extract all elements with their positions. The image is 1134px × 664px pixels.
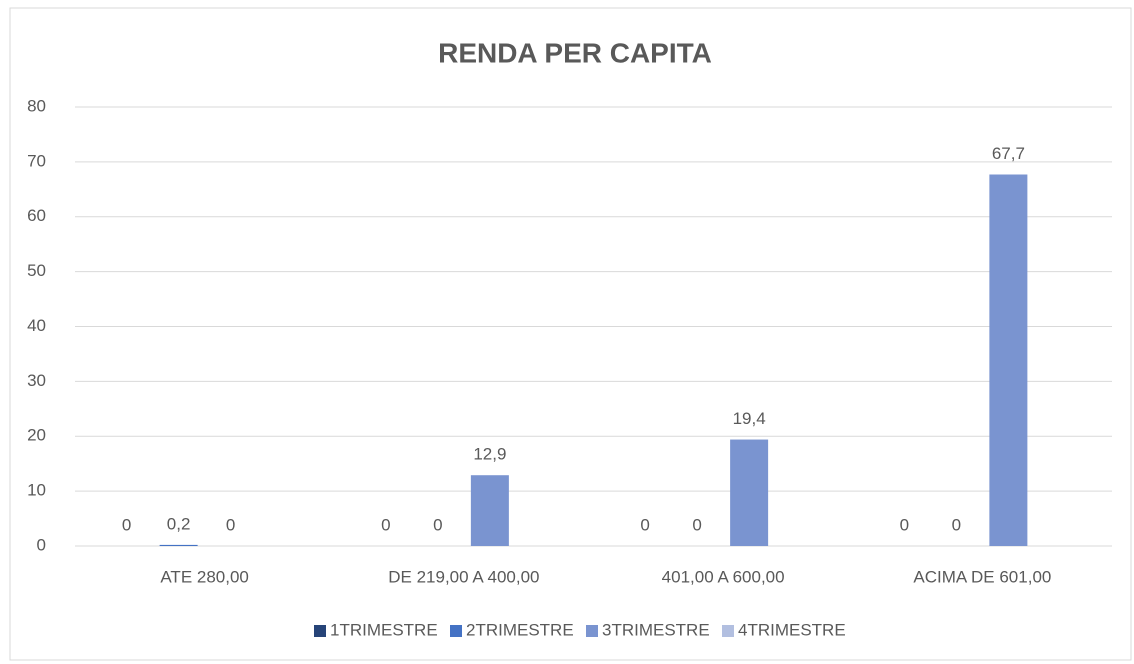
bar: [989, 174, 1028, 546]
bar: [159, 544, 198, 546]
data-label: 0: [952, 515, 961, 534]
data-label: 0: [900, 515, 909, 534]
y-tick-label: 70: [27, 151, 46, 170]
bar: [470, 475, 509, 546]
legend-swatch: [586, 625, 598, 637]
legend-swatch: [722, 625, 734, 637]
y-tick-label: 60: [27, 206, 46, 225]
legend-label: 3TRIMESTRE: [602, 620, 710, 639]
y-tick-label: 10: [27, 481, 46, 500]
bar: [730, 439, 769, 546]
legend-label: 2TRIMESTRE: [466, 620, 574, 639]
data-label: 0: [381, 515, 390, 534]
y-tick-label: 0: [37, 535, 46, 554]
legend-swatch: [450, 625, 462, 637]
chart-border: [9, 7, 1132, 661]
x-tick-label: ATE 280,00: [160, 567, 249, 586]
data-label: 0: [226, 515, 235, 534]
x-tick-label: DE 219,00 A 400,00: [388, 567, 539, 586]
x-tick-label: 401,00 A 600,00: [662, 567, 785, 586]
y-tick-label: 30: [27, 371, 46, 390]
data-label: 0: [433, 515, 442, 534]
legend-label: 4TRIMESTRE: [738, 620, 846, 639]
legend-label: 1TRIMESTRE: [330, 620, 438, 639]
data-label: 12,9: [473, 445, 506, 464]
y-tick-label: 20: [27, 426, 46, 445]
chart-title: RENDA PER CAPITA: [438, 37, 712, 68]
y-tick-label: 40: [27, 316, 46, 335]
legend-swatch: [314, 625, 326, 637]
y-tick-label: 50: [27, 261, 46, 280]
data-label: 0: [692, 515, 701, 534]
data-label: 0: [122, 515, 131, 534]
data-label: 0,2: [167, 514, 191, 533]
data-label: 67,7: [992, 144, 1025, 163]
x-tick-label: ACIMA DE 601,00: [913, 567, 1051, 586]
y-tick-label: 80: [27, 96, 46, 115]
data-label: 19,4: [733, 409, 766, 428]
data-label: 0: [640, 515, 649, 534]
